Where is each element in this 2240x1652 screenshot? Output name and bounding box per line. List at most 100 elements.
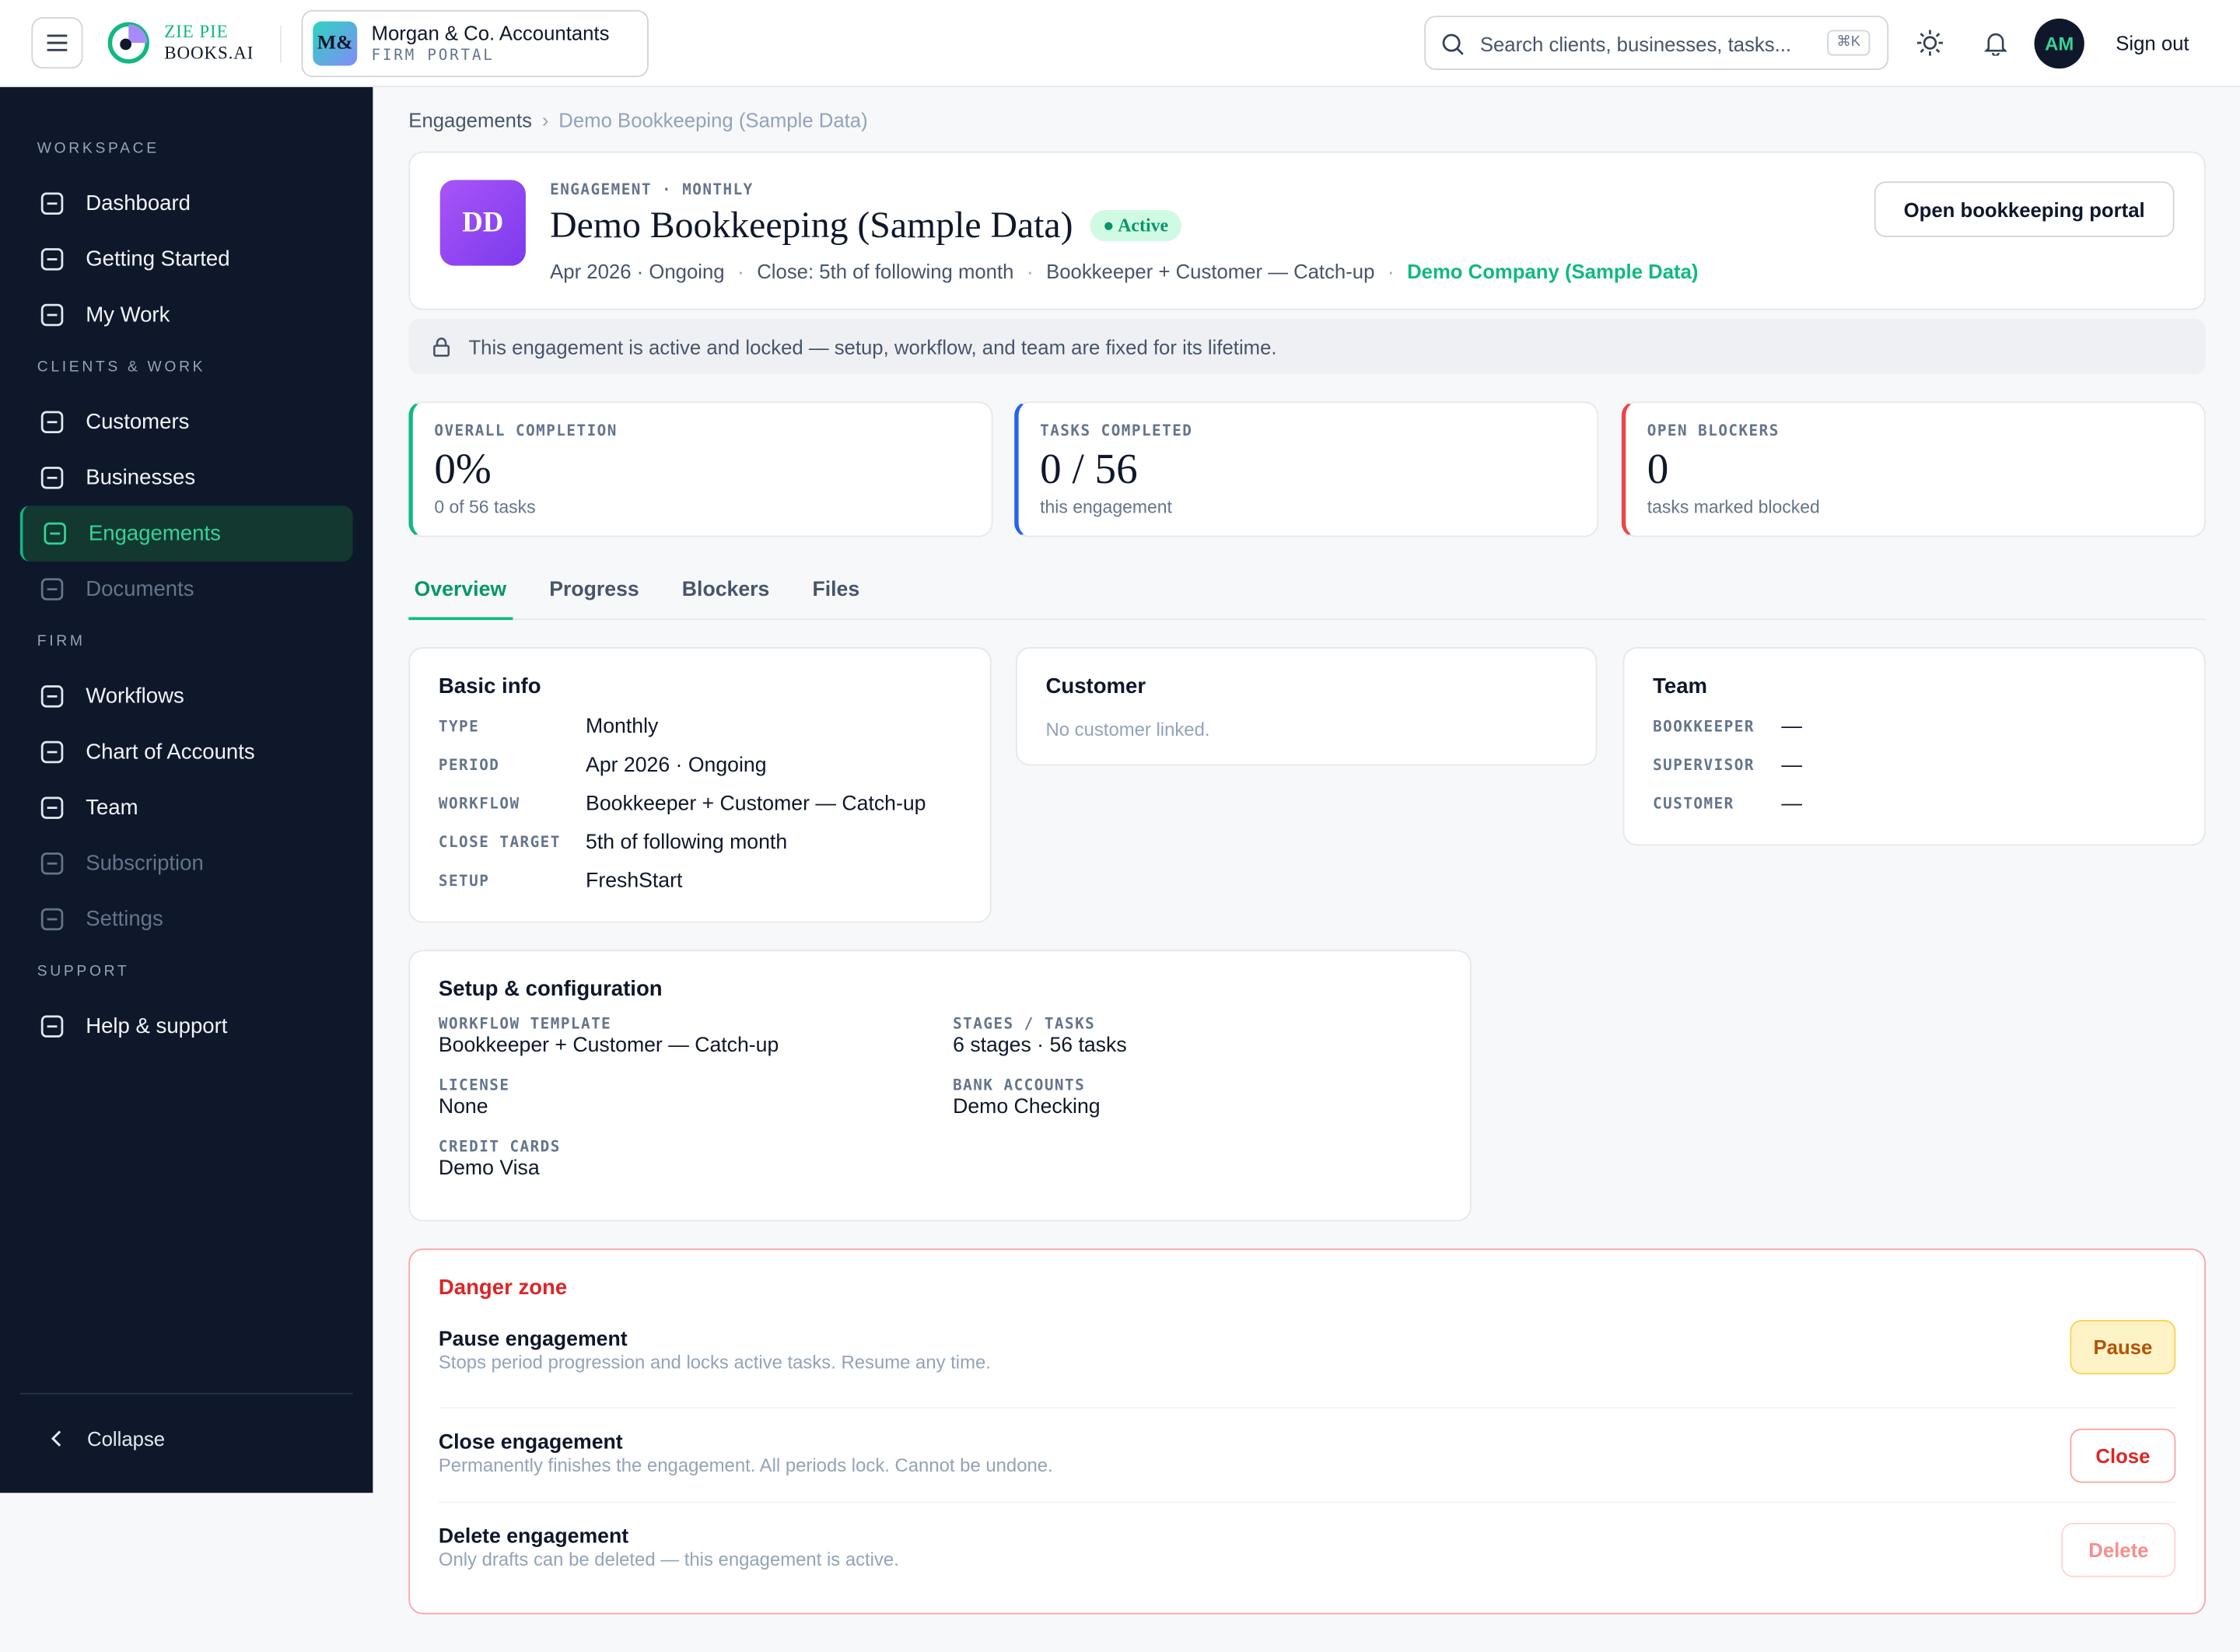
nav-item[interactable]: Getting Started	[20, 232, 353, 288]
nav-label: Customers	[86, 410, 190, 435]
status-text: Active	[1118, 214, 1169, 236]
stat-value: 0	[1647, 446, 1669, 493]
danger-row-desc: Stops period progression and locks activ…	[438, 1351, 991, 1374]
nav-item[interactable]: Team	[20, 780, 353, 836]
nav-icon	[40, 908, 64, 931]
card-title: Basic info	[438, 674, 541, 699]
danger-row-title: Pause engagement	[438, 1328, 628, 1352]
menu-button[interactable]	[31, 17, 83, 69]
nav-label: My Work	[86, 303, 170, 327]
info-row: PERIOD Apr 2026 · Ongoing	[439, 746, 961, 785]
info-label: CLOSE TARGET	[438, 833, 561, 851]
info-label: SUPERVISOR	[1653, 756, 1755, 774]
nav-item[interactable]: Dashboard	[20, 176, 353, 232]
tab[interactable]: Progress	[549, 578, 639, 602]
nav-icon	[40, 578, 64, 600]
nav-item[interactable]: Help & support	[20, 999, 353, 1055]
setup-card: Setup & configuration WORKFLOW TEMPLATE B…	[408, 950, 1472, 1222]
tabs: Overview Progress Blockers Files	[408, 569, 2206, 621]
nav-item[interactable]: Subscription	[20, 835, 353, 891]
tab[interactable]: Overview	[408, 569, 513, 621]
stat-card: TASKS COMPLETED 0 / 56 this engagement	[1014, 401, 1599, 537]
customer-card: Customer No customer linked.	[1015, 647, 1598, 766]
avatar[interactable]: AM	[2034, 18, 2084, 69]
logo-line1: ZIE PIE	[164, 21, 229, 42]
sign-out[interactable]: Sign out	[2116, 31, 2189, 54]
crumb[interactable]: Engagements	[408, 108, 533, 131]
danger-title: Danger zone	[438, 1276, 568, 1300]
nav-label: Engagements	[88, 521, 221, 546]
card-title: Team	[1653, 674, 1708, 699]
meta-sep: ·	[1026, 260, 1034, 283]
lock-icon	[433, 337, 450, 356]
nav-icon	[40, 411, 64, 433]
nav: WORKSPACE Dashboard Getting Started My Work…	[0, 133, 373, 1055]
nav-item[interactable]: Customers	[20, 394, 353, 450]
nav-item[interactable]: Chart of Accounts	[20, 724, 353, 780]
danger-row: Close engagement Permanently finishes the…	[438, 1406, 2176, 1501]
setup-field: CREDIT CARDS Demo Visa	[439, 1139, 953, 1180]
nav-section-title: SUPPORT	[37, 962, 130, 981]
meta-item: Bookkeeper + Customer — Catch-up	[1046, 260, 1375, 283]
meta-item: Apr 2026 · Ongoing	[550, 260, 725, 283]
nav-icon	[40, 303, 64, 327]
nav-item[interactable]: Engagements	[19, 506, 353, 562]
nav-icon	[40, 248, 64, 271]
notifications[interactable]	[1984, 30, 2007, 56]
info-row: SUPERVISOR —	[1653, 746, 2175, 785]
crumb-current: Demo Bookkeeping (Sample Data)	[558, 108, 868, 131]
theme-toggle[interactable]	[1916, 29, 1944, 58]
info-row: WORKFLOW Bookkeeper + Customer — Catch-up	[439, 784, 961, 823]
nav-label: Settings	[86, 907, 163, 932]
field-value: 6 stages · 56 tasks	[953, 1034, 1127, 1058]
nav-label: Businesses	[86, 465, 196, 491]
nav-item[interactable]: Businesses	[20, 450, 353, 506]
nav-item[interactable]: Settings	[20, 891, 353, 947]
firm-sub: FIRM PORTAL	[371, 47, 495, 65]
nav-item[interactable]: My Work	[20, 287, 353, 343]
nav-item[interactable]: Documents	[20, 562, 353, 618]
danger-row-title: Close engagement	[438, 1430, 623, 1454]
tab[interactable]: Files	[812, 578, 860, 602]
collapse-button[interactable]: Collapse	[46, 1427, 165, 1450]
nav-label: Team	[86, 796, 138, 821]
info-value: 5th of following month	[586, 831, 788, 854]
info-label: PERIOD	[438, 756, 500, 774]
danger-button[interactable]: Pause	[2070, 1320, 2176, 1374]
meta-sep: ·	[737, 260, 744, 283]
nav-icon	[40, 740, 64, 764]
meta-sep: ·	[1387, 260, 1395, 283]
stat-value: 0%	[434, 446, 492, 493]
divider	[280, 26, 282, 63]
stat-card: OPEN BLOCKERS 0 tasks marked blocked	[1621, 401, 2206, 537]
info-row: BOOKKEEPER —	[1653, 707, 2175, 746]
nav-item[interactable]: Workflows	[20, 669, 353, 725]
nav-icon	[40, 467, 64, 489]
search-shortcut: ⌘K	[1827, 30, 1871, 56]
nav-label: Chart of Accounts	[86, 740, 255, 765]
danger-button[interactable]: Close	[2070, 1427, 2176, 1482]
nav-section-title: FIRM	[37, 632, 86, 650]
crumb-sep: ›	[541, 108, 549, 131]
danger-row-title: Delete engagement	[438, 1525, 629, 1549]
meta-item: Close: 5th of following month	[757, 260, 1014, 283]
field-label: STAGES / TASKS	[953, 1015, 1096, 1033]
company-link[interactable]: Demo Company (Sample Data)	[1407, 260, 1699, 283]
search-box[interactable]: Search clients, businesses, tasks... ⌘K	[1424, 16, 1889, 71]
open-portal-button[interactable]: Open bookkeeping portal	[1874, 181, 2175, 237]
firm-switcher[interactable]: M& Morgan & Co. Accountants FIRM PORTAL	[301, 9, 649, 78]
field-value: Demo Visa	[438, 1157, 540, 1181]
stat-value: 0 / 56	[1040, 446, 1138, 493]
stat-label: OVERALL COMPLETION	[434, 422, 618, 440]
firm-initials: M&	[313, 21, 358, 66]
stat-label: TASKS COMPLETED	[1040, 422, 1193, 440]
tab[interactable]: Blockers	[681, 578, 770, 602]
eyebrow: ENGAGEMENT · MONTHLY	[550, 181, 754, 199]
nav-icon	[44, 522, 66, 545]
danger-zone: Danger zone Pause engagement Stops period…	[408, 1248, 2206, 1615]
field-label: BANK ACCOUNTS	[953, 1076, 1086, 1094]
team-rows: BOOKKEEPER — SUPERVISOR — CUSTOMER —	[1653, 707, 2175, 823]
nav-icon	[40, 1015, 64, 1038]
